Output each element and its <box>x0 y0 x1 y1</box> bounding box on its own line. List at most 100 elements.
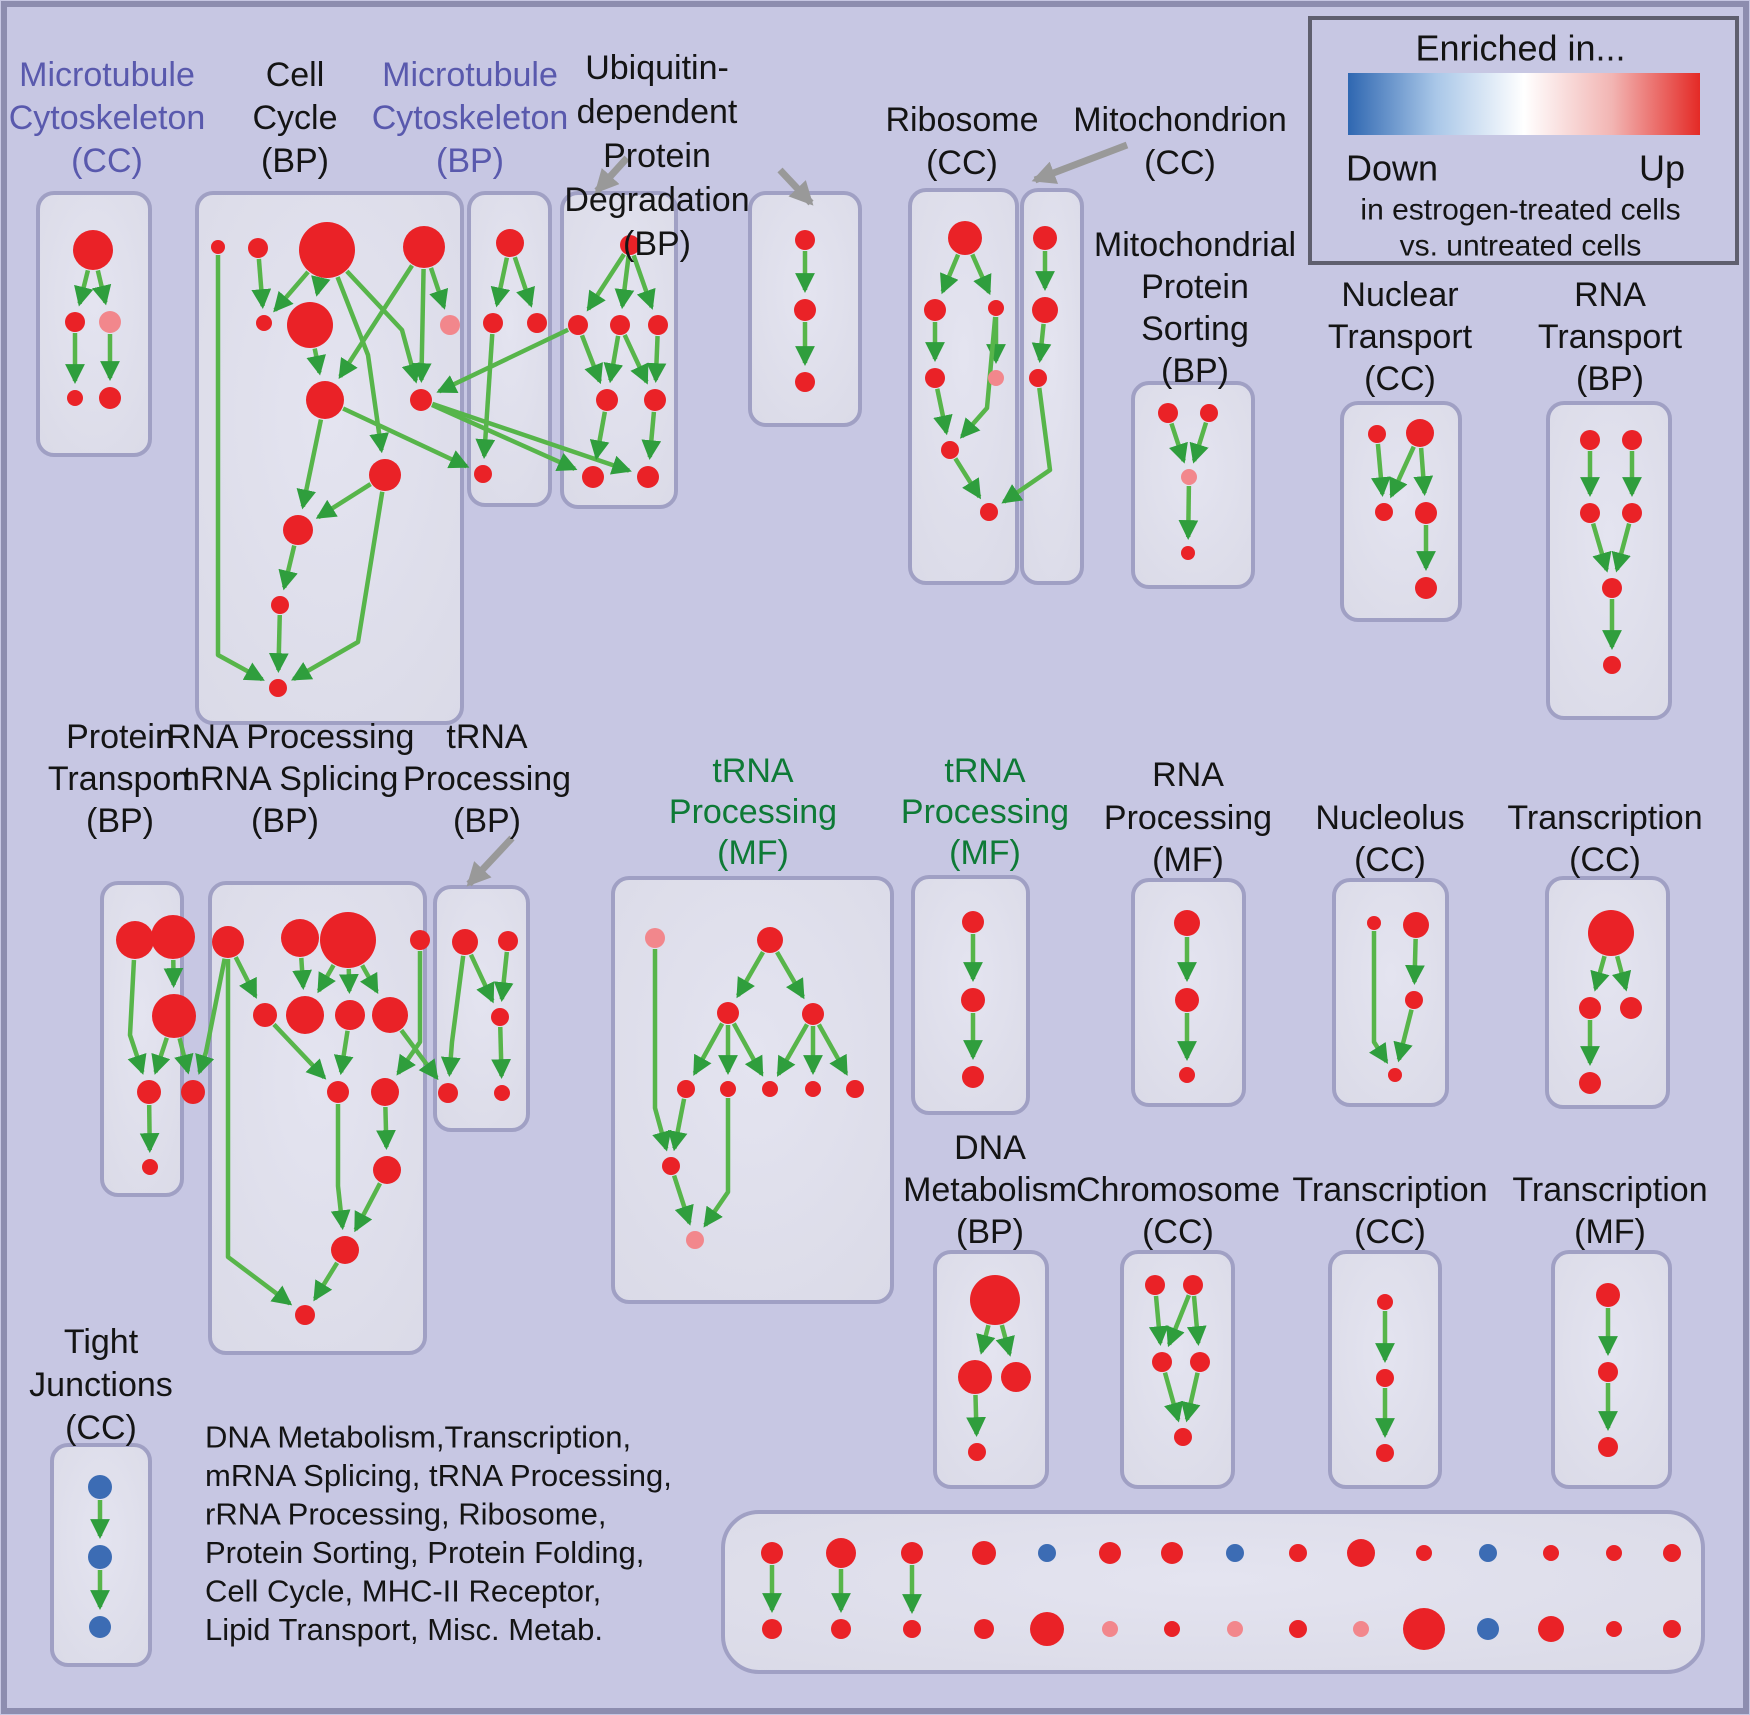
gene-node-ubl_b1 <box>582 466 604 488</box>
gene-node-tc2_l <box>1579 997 1601 1019</box>
gene-node-cc_i <box>410 389 432 411</box>
gene-node-nt2 <box>1406 419 1434 447</box>
label-mitochondrion: Mitochondrion <box>1073 101 1287 139</box>
summary-text-line: rRNA Processing, Ribosome, <box>205 1497 606 1532</box>
gene-node-ubl_m3 <box>648 315 668 335</box>
edge-ubl_s2-ubl_b2 <box>641 411 662 461</box>
category-box-dna-metabolism <box>933 1250 1049 1489</box>
pointer-arrow-to-mitochondrion-box <box>1031 141 1129 184</box>
gene-node-ch_b <box>1174 1428 1192 1446</box>
gene-node-mit3 <box>1029 369 1047 387</box>
gene-node-nt3 <box>1375 503 1393 521</box>
gene-node-ms3 <box>1181 469 1197 485</box>
edge-nu_big-nu_m <box>1405 938 1425 985</box>
gene-node-mtcc3 <box>99 311 121 333</box>
gene-node-rr_n9 <box>331 1236 359 1264</box>
edge-rr_m3-rr_l1 <box>333 1030 354 1076</box>
label-microtubule-bp: (BP) <box>436 142 504 180</box>
gene-node-cc_j <box>369 459 401 491</box>
gene-node-tc3_1 <box>1377 1294 1393 1310</box>
gene-node-tm_b4 <box>805 1081 821 1097</box>
edge-tm_ml-tm_b3 <box>731 1022 764 1077</box>
gene-node-tj1 <box>88 1475 112 1499</box>
edge-ch_ml-ch_b <box>1162 1371 1184 1423</box>
gene-node-dm_l <box>958 1360 992 1394</box>
gene-node-w10b <box>1353 1621 1369 1637</box>
edge-tm_mr-tm_b3 <box>776 1023 809 1077</box>
gene-node-mtcc5 <box>99 387 121 409</box>
gene-node-w2t <box>826 1538 856 1568</box>
edge-ms2-ms3 <box>1189 421 1209 464</box>
edge-tb_t1-tb_m <box>468 953 495 1004</box>
edge-rt4-rt5 <box>1611 523 1632 573</box>
legend-up-label: Up <box>1639 148 1685 189</box>
edge-tm_big-tm_mr <box>775 950 805 1000</box>
edge-pt3-pt5 <box>174 1037 194 1075</box>
legend-title: Enriched in... <box>1415 28 1625 69</box>
gene-node-rr_m1 <box>253 1003 277 1027</box>
label-rna-processing-mf: Processing <box>1104 799 1272 837</box>
edge-cc_d-cc_h <box>338 264 414 379</box>
gene-node-rr_t3 <box>320 912 376 968</box>
gene-node-ch_ml <box>1152 1352 1172 1372</box>
gene-node-cc_b <box>248 238 268 258</box>
edge-cc_k-cc_l <box>278 545 298 591</box>
label-trna-mf-2: (MF) <box>949 834 1021 872</box>
gene-node-t2_2 <box>961 988 985 1012</box>
gene-node-rr_t2 <box>281 919 319 957</box>
gene-node-cc_a <box>211 240 225 254</box>
edge-tm_big-tm_ml <box>736 951 765 999</box>
label-nucleolus: (CC) <box>1354 841 1426 879</box>
edge-rr_t3-rr_m4 <box>359 964 379 995</box>
gene-node-tc2_big <box>1588 910 1634 956</box>
label-ubiquitin: Degradation <box>564 181 749 219</box>
gene-node-rp2 <box>1175 988 1199 1012</box>
gene-node-ch_mr <box>1190 1352 1210 1372</box>
gene-node-tm_ml <box>717 1002 739 1024</box>
gene-node-rr_m3 <box>335 1000 365 1030</box>
gene-node-pt3 <box>152 994 196 1038</box>
edge-tm_b1-tm_n6 <box>667 1098 688 1152</box>
gene-node-ubl_m1 <box>568 315 588 335</box>
category-box-mitochondrion <box>1020 188 1084 585</box>
gene-node-pt2 <box>151 915 195 959</box>
label-mito-protein-sorting: Protein <box>1141 268 1249 306</box>
edge-cc_l-cc_m <box>268 614 289 673</box>
category-box-microtubule-cc <box>36 191 152 457</box>
edge-cc_d-cc_i <box>411 268 432 383</box>
gene-node-tm_big <box>757 927 783 953</box>
gene-node-ms1 <box>1158 403 1178 423</box>
gene-node-ms2 <box>1200 404 1218 422</box>
label-ubiquitin: dependent <box>577 93 738 131</box>
edge-dm_big-dm_r <box>995 1324 1015 1357</box>
gene-node-tm_mr <box>802 1003 824 1025</box>
gene-node-nu_m <box>1405 991 1423 1009</box>
label-rna-transport: (BP) <box>1576 360 1644 398</box>
gene-node-rt5 <box>1602 578 1622 598</box>
legend-subtitle-2: vs. untreated cells <box>1400 230 1642 263</box>
gene-node-tc3_2 <box>1376 1369 1394 1387</box>
label-transcription-mf: Transcription <box>1512 1171 1707 1209</box>
gene-node-tmf2 <box>1598 1362 1618 1382</box>
label-rna-processing-mf: RNA <box>1152 756 1224 794</box>
gene-node-tc2_b <box>1579 1072 1601 1094</box>
label-mito-protein-sorting: (BP) <box>1161 352 1229 390</box>
edge-mtcc1-mtcc3 <box>91 269 112 306</box>
gene-node-cc_k <box>283 515 313 545</box>
gene-node-rt1 <box>1580 430 1600 450</box>
gene-node-mit2 <box>1032 297 1058 323</box>
edge-ubl_m1-ubl_s1 <box>579 334 603 385</box>
gene-node-cc_m <box>269 679 287 697</box>
label-cell-cycle: Cycle <box>252 99 337 137</box>
legend-subtitle-1: in estrogen-treated cells <box>1360 194 1680 227</box>
label-trna-mf-1: tRNA <box>712 752 794 790</box>
gene-node-rp3 <box>1179 1067 1195 1083</box>
gene-node-w9b <box>1289 1620 1307 1638</box>
label-dna-metabolism: DNA <box>954 1129 1026 1167</box>
edge-nu_s-nu_b <box>1369 931 1389 1065</box>
label-protein-transport: (BP) <box>86 802 154 840</box>
gene-node-rr_n8 <box>373 1156 401 1184</box>
gene-node-tb_t1 <box>452 929 478 955</box>
gene-node-w13b <box>1538 1616 1564 1642</box>
